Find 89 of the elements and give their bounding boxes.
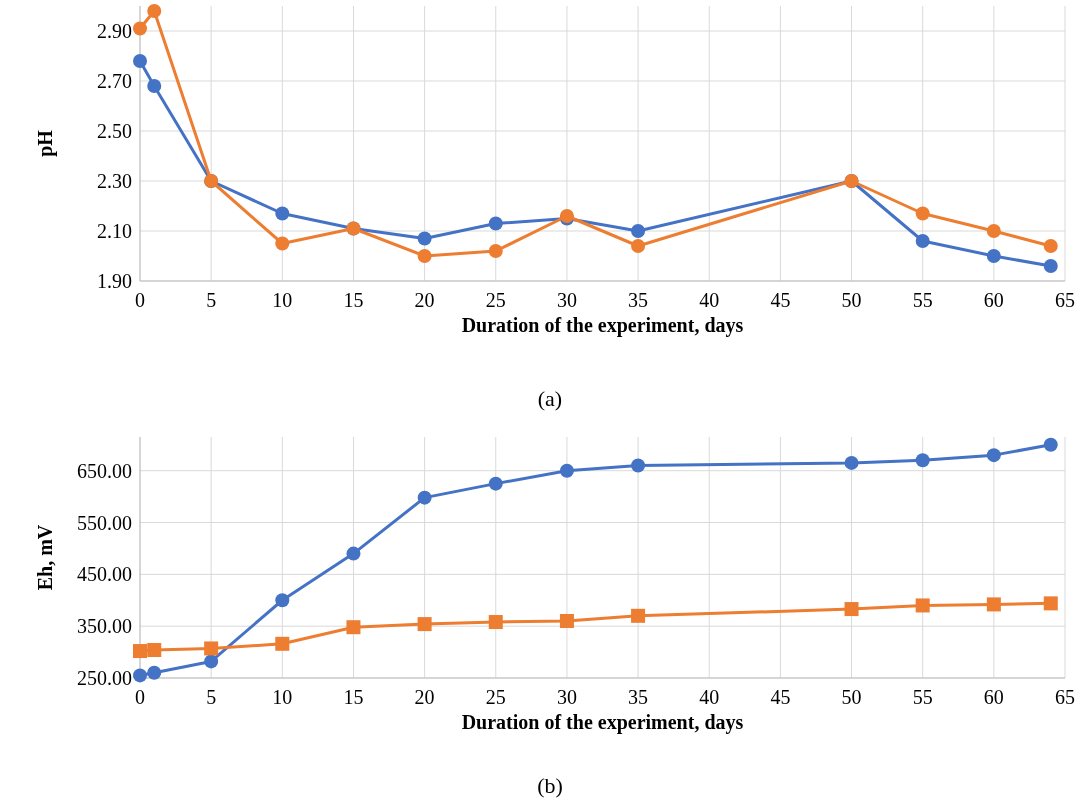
point bbox=[417, 249, 432, 263]
x-tick-label: 40 bbox=[699, 686, 720, 708]
x-tick-label: 55 bbox=[912, 289, 933, 311]
point bbox=[1043, 259, 1058, 273]
y-tick-label: 2.90 bbox=[97, 20, 132, 42]
y-tick-label: 350.00 bbox=[77, 615, 132, 638]
point bbox=[147, 665, 162, 680]
point bbox=[631, 608, 646, 623]
point bbox=[844, 455, 859, 470]
point bbox=[346, 620, 361, 635]
x-tick-label: 30 bbox=[556, 686, 577, 708]
point bbox=[915, 453, 930, 468]
point bbox=[275, 593, 290, 608]
point bbox=[915, 206, 930, 221]
x-tick-label: 5 bbox=[206, 686, 217, 708]
x-axis-title: Duration of the experiment, days bbox=[461, 711, 744, 734]
point bbox=[133, 644, 147, 659]
x-tick-label: 65 bbox=[1055, 289, 1075, 311]
x-tick-label: 50 bbox=[841, 686, 862, 708]
point bbox=[986, 597, 1001, 612]
x-tick-label: 20 bbox=[414, 289, 435, 311]
point bbox=[417, 617, 432, 632]
point bbox=[417, 490, 432, 505]
y-axis-title: Eh, mV bbox=[34, 524, 56, 591]
point bbox=[844, 602, 859, 617]
x-tick-label: 45 bbox=[770, 289, 791, 311]
point bbox=[1043, 239, 1058, 253]
x-tick-label: 65 bbox=[1055, 686, 1075, 708]
y-tick-label: 550.00 bbox=[77, 511, 132, 534]
x-tick-label: 50 bbox=[841, 289, 862, 311]
point bbox=[275, 206, 290, 221]
point bbox=[559, 463, 574, 478]
point bbox=[488, 216, 503, 231]
point bbox=[631, 239, 646, 253]
x-tick-label: 0 bbox=[135, 289, 145, 311]
x-tick-label: 60 bbox=[983, 289, 1004, 311]
x-tick-label: 15 bbox=[343, 289, 364, 311]
x-tick-label: 45 bbox=[770, 686, 791, 708]
x-tick-label: 10 bbox=[272, 289, 293, 311]
x-tick-label: 30 bbox=[556, 289, 577, 311]
point bbox=[275, 236, 290, 251]
point bbox=[488, 476, 503, 491]
point bbox=[631, 224, 646, 238]
x-tick-label: 0 bbox=[135, 686, 145, 708]
x-tick-label: 5 bbox=[206, 289, 217, 311]
text: (a) bbox=[537, 386, 563, 411]
point bbox=[631, 458, 646, 473]
point bbox=[275, 636, 290, 651]
point bbox=[133, 54, 147, 68]
point bbox=[986, 249, 1001, 263]
x-tick-label: 40 bbox=[699, 289, 720, 311]
point bbox=[417, 231, 432, 246]
point bbox=[915, 598, 930, 613]
x-tick-label: 55 bbox=[912, 686, 933, 708]
point bbox=[986, 448, 1001, 463]
x-tick-label: 25 bbox=[485, 289, 506, 311]
x-tick-label: 60 bbox=[983, 686, 1004, 708]
point bbox=[488, 615, 503, 630]
y-tick-label: 2.70 bbox=[97, 70, 132, 92]
text: (b) bbox=[537, 773, 563, 798]
x-axis-title: Duration of the experiment, days bbox=[461, 314, 744, 337]
point bbox=[559, 613, 574, 628]
point bbox=[986, 224, 1001, 238]
point bbox=[488, 244, 503, 258]
point bbox=[147, 79, 162, 93]
point bbox=[1043, 596, 1058, 611]
point bbox=[204, 654, 219, 669]
point bbox=[1043, 437, 1058, 452]
point bbox=[915, 234, 930, 248]
y-tick-label: 250.00 bbox=[77, 667, 132, 689]
point bbox=[147, 643, 162, 658]
y-axis-title: pH bbox=[34, 129, 57, 157]
x-tick-label: 35 bbox=[628, 289, 649, 311]
x-tick-label: 10 bbox=[272, 686, 293, 708]
y-tick-label: 2.10 bbox=[97, 220, 132, 242]
y-tick-label: 2.50 bbox=[97, 120, 132, 142]
point bbox=[346, 546, 361, 561]
x-tick-label: 25 bbox=[485, 686, 506, 708]
point bbox=[147, 4, 162, 18]
point bbox=[133, 668, 147, 683]
y-tick-label: 650.00 bbox=[77, 459, 132, 482]
x-tick-label: 20 bbox=[414, 686, 435, 708]
y-tick-label: 2.30 bbox=[97, 170, 132, 192]
y-tick-label: 450.00 bbox=[77, 563, 132, 586]
x-tick-label: 35 bbox=[628, 686, 649, 708]
y-tick-label: 1.90 bbox=[97, 270, 132, 292]
point bbox=[133, 21, 147, 36]
point bbox=[204, 641, 219, 656]
x-tick-label: 15 bbox=[343, 686, 364, 708]
